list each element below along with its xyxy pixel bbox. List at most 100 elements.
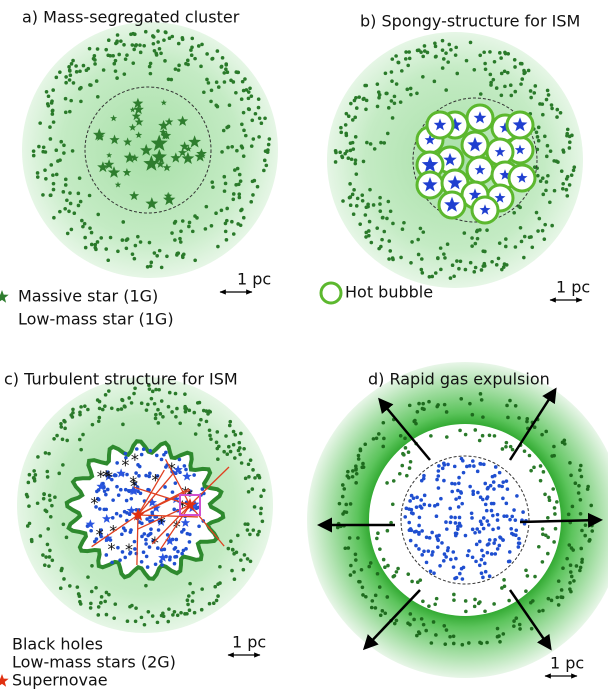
dot — [167, 607, 171, 611]
dot — [391, 258, 395, 262]
dot — [68, 78, 72, 82]
dot — [68, 110, 72, 114]
dot — [105, 591, 109, 595]
dot — [419, 498, 423, 502]
dot — [590, 529, 594, 533]
dot — [354, 552, 358, 556]
dot — [443, 403, 447, 407]
dot — [355, 472, 359, 476]
dot — [486, 519, 490, 523]
dot — [452, 634, 456, 638]
dot — [392, 479, 396, 483]
dot — [78, 410, 82, 414]
dot — [116, 408, 120, 412]
dot — [535, 166, 539, 170]
dot — [338, 150, 342, 154]
dot — [452, 642, 456, 646]
dot — [542, 470, 546, 474]
dot — [502, 578, 506, 582]
dot — [427, 549, 431, 553]
dot — [376, 82, 380, 86]
dot — [214, 211, 218, 215]
dot — [184, 62, 188, 66]
dot — [457, 481, 461, 485]
dot — [133, 540, 137, 544]
dot — [569, 570, 573, 574]
dot — [45, 470, 49, 474]
dot — [166, 620, 170, 624]
dot — [393, 95, 397, 99]
dot — [173, 610, 177, 614]
dot — [148, 449, 152, 453]
dot — [55, 76, 59, 80]
dot — [149, 62, 153, 66]
dot — [229, 450, 233, 454]
dot — [149, 264, 153, 268]
dot — [583, 534, 587, 538]
dot — [428, 504, 432, 508]
dot — [59, 586, 63, 590]
dot — [121, 399, 125, 403]
dot — [423, 494, 427, 498]
dot — [235, 550, 239, 554]
dot — [131, 61, 135, 65]
dot — [159, 412, 163, 416]
dot — [464, 610, 468, 614]
dot — [252, 137, 256, 141]
dot — [507, 599, 511, 603]
dot — [211, 57, 215, 61]
dot — [56, 159, 60, 163]
dot — [96, 47, 100, 51]
dot — [420, 268, 424, 272]
dot — [233, 577, 237, 581]
dot — [508, 518, 512, 522]
dot — [351, 193, 355, 197]
dot — [342, 487, 346, 491]
dot — [452, 593, 456, 597]
dot — [379, 613, 383, 617]
dot — [54, 148, 58, 152]
dot — [140, 616, 144, 620]
dot — [67, 65, 71, 69]
dot — [483, 482, 487, 486]
dot — [65, 198, 69, 202]
dot — [498, 241, 502, 245]
dot — [245, 88, 249, 92]
dot — [484, 570, 488, 574]
dot — [247, 490, 251, 494]
dot — [375, 436, 379, 440]
dot — [107, 389, 111, 393]
dot — [131, 252, 135, 256]
dot — [565, 177, 569, 181]
dot — [435, 597, 439, 601]
dot — [218, 565, 222, 569]
dot — [410, 494, 414, 498]
dot — [349, 564, 353, 568]
dot — [505, 404, 509, 408]
dot — [127, 396, 131, 400]
dot — [352, 212, 356, 216]
dot — [422, 549, 426, 553]
dot — [232, 80, 236, 84]
dot — [428, 275, 432, 279]
dot — [78, 438, 82, 442]
dot — [527, 69, 531, 73]
dot — [422, 503, 426, 507]
dot — [432, 620, 436, 624]
dot — [546, 516, 550, 520]
dot — [482, 50, 486, 54]
dot — [72, 81, 76, 85]
dot — [51, 112, 55, 116]
dot — [421, 402, 425, 406]
dot — [104, 493, 108, 497]
dot — [579, 464, 583, 468]
dot — [472, 270, 476, 274]
dot — [84, 246, 88, 250]
dot — [79, 405, 83, 409]
dot — [488, 433, 492, 437]
dot — [152, 42, 156, 46]
dot — [458, 496, 462, 500]
dot — [421, 271, 425, 275]
dot — [473, 598, 477, 602]
dot — [125, 53, 129, 57]
